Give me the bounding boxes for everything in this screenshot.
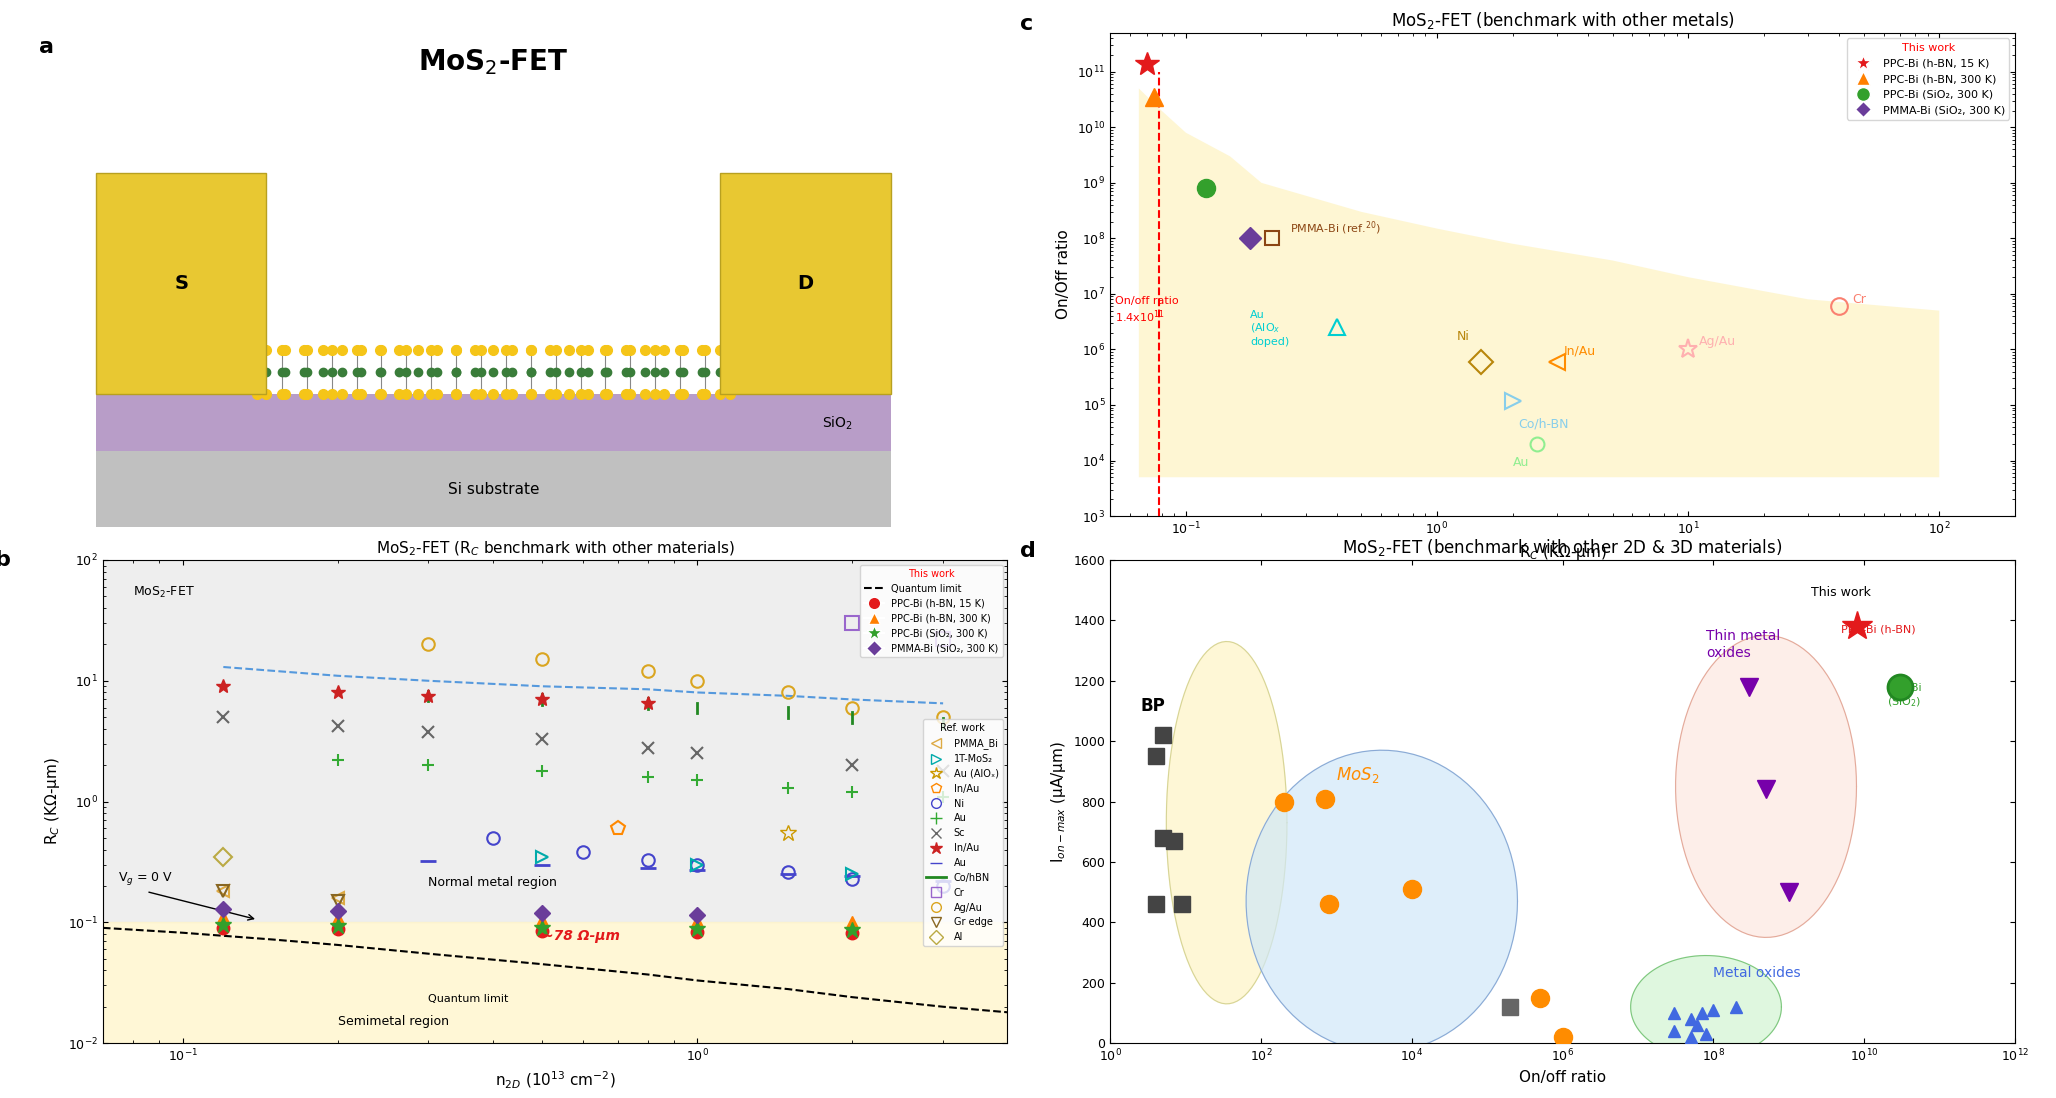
Bar: [720, 173, 890, 394]
X-axis label: n$_{2D}$ (10$^{13}$ cm$^{-2}$): n$_{2D}$ (10$^{13}$ cm$^{-2}$): [495, 1071, 615, 1091]
X-axis label: On/off ratio: On/off ratio: [1519, 1071, 1606, 1085]
Text: BP: BP: [1141, 697, 1166, 715]
Title: MoS$_2$-FET (benchmark with other 2D & 3D materials): MoS$_2$-FET (benchmark with other 2D & 3…: [1343, 537, 1783, 558]
Bar: [97, 394, 890, 451]
Text: D: D: [798, 274, 814, 293]
Text: PPC-Bi (h-BN): PPC-Bi (h-BN): [1842, 625, 1916, 635]
Text: PMMA-Bi (ref.$^{20}$): PMMA-Bi (ref.$^{20}$): [1289, 220, 1382, 237]
Legend: PMMA_Bi, 1T-MoS₂, Au (AlOₓ), In/Au, Ni, Au, Sc, In/Au, Au, Co/hBN, Cr, Ag/Au, Gr: PMMA_Bi, 1T-MoS₂, Au (AlOₓ), In/Au, Ni, …: [923, 719, 1003, 946]
Bar: [97, 173, 267, 394]
Text: This work: This work: [1811, 586, 1871, 600]
Text: V$_g$ = 0 V: V$_g$ = 0 V: [119, 870, 173, 887]
Bar: [97, 451, 890, 527]
Text: Normal metal region: Normal metal region: [428, 876, 557, 889]
Text: Semimetal region: Semimetal region: [337, 1016, 448, 1029]
Text: Quantum limit: Quantum limit: [428, 994, 508, 1004]
Legend: PPC-Bi (h-BN, 15 K), PPC-Bi (h-BN, 300 K), PPC-Bi (SiO₂, 300 K), PMMA-Bi (SiO₂, : PPC-Bi (h-BN, 15 K), PPC-Bi (h-BN, 300 K…: [1846, 38, 2009, 120]
Text: MoS$_2$-FET: MoS$_2$-FET: [417, 47, 570, 77]
Text: b: b: [0, 550, 10, 570]
Text: c: c: [1020, 13, 1032, 34]
Polygon shape: [1630, 955, 1780, 1058]
Text: PPC-Bi
(SiO$_2$): PPC-Bi (SiO$_2$): [1887, 683, 1922, 708]
Text: MoS$_2$-FET: MoS$_2$-FET: [134, 585, 195, 601]
Title: MoS$_2$-FET (R$_C$ benchmark with other materials): MoS$_2$-FET (R$_C$ benchmark with other …: [376, 539, 734, 558]
Text: Au: Au: [1513, 456, 1530, 469]
Polygon shape: [1676, 636, 1857, 938]
Polygon shape: [1246, 750, 1517, 1052]
Text: Si substrate: Si substrate: [448, 482, 539, 496]
Text: Co/h-BN: Co/h-BN: [1517, 417, 1569, 430]
Text: Au
(AlO$_x$
doped): Au (AlO$_x$ doped): [1250, 310, 1289, 347]
Polygon shape: [1139, 89, 1939, 478]
Text: Thin metal
oxides: Thin metal oxides: [1706, 629, 1780, 660]
X-axis label: R$_C$ (KΩ-μm): R$_C$ (KΩ-μm): [1519, 544, 1606, 562]
Text: d: d: [1020, 540, 1036, 561]
Text: MoS$_2$: MoS$_2$: [1336, 765, 1380, 785]
Text: On/off ratio
1.4x10$^{11}$: On/off ratio 1.4x10$^{11}$: [1114, 296, 1178, 325]
Text: SiO$_2$: SiO$_2$: [822, 414, 853, 432]
Polygon shape: [1166, 641, 1287, 1004]
Y-axis label: I$_{on-max}$ (μA/μm): I$_{on-max}$ (μA/μm): [1049, 740, 1067, 863]
Text: Ni: Ni: [1458, 329, 1470, 343]
Text: Cr: Cr: [1852, 292, 1867, 305]
Text: Metal oxides: Metal oxides: [1713, 965, 1801, 979]
Y-axis label: R$_C$ (KΩ-μm): R$_C$ (KΩ-μm): [43, 758, 62, 845]
Text: In/Au: In/Au: [1565, 345, 1595, 358]
Title: MoS$_2$-FET (benchmark with other metals): MoS$_2$-FET (benchmark with other metals…: [1390, 10, 1735, 31]
Y-axis label: On/Off ratio: On/Off ratio: [1057, 229, 1071, 320]
Text: S: S: [175, 274, 189, 293]
Text: ~78 Ω-μm: ~78 Ω-μm: [543, 929, 621, 942]
Text: Ag/Au: Ag/Au: [1698, 335, 1735, 348]
Text: a: a: [39, 37, 53, 57]
